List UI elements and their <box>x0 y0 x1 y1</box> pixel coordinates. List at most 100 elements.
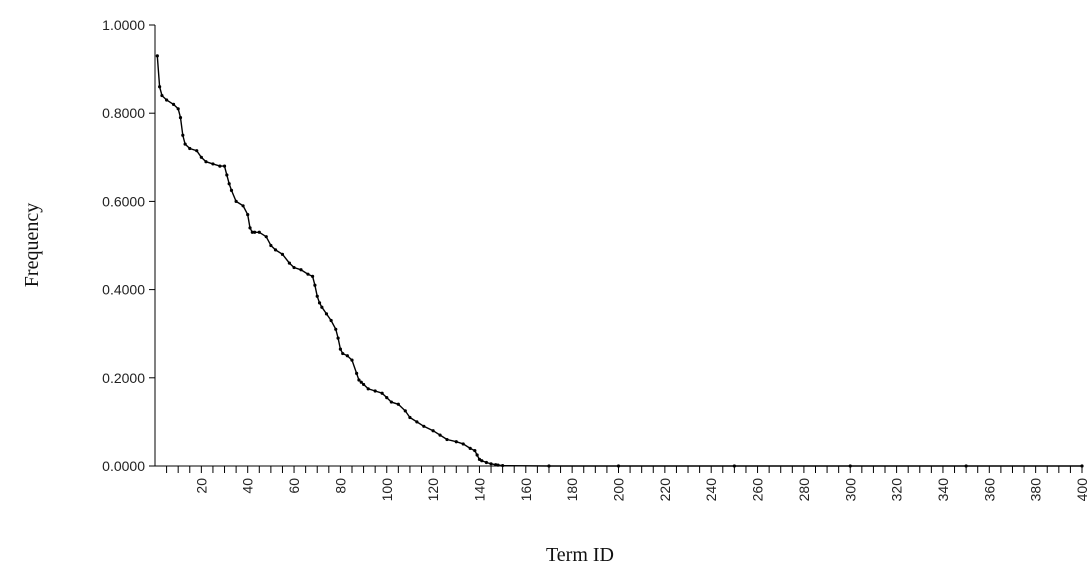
data-point <box>269 243 273 248</box>
data-point <box>403 409 407 413</box>
x-axis-ticks: 20 40 60 80 100 120 140 160 180 200 220 240 260 280 30… <box>166 466 1090 502</box>
data-point <box>616 464 621 468</box>
data-point <box>338 347 342 351</box>
data-point <box>176 107 180 111</box>
data-point <box>477 457 482 461</box>
data-point <box>195 149 199 153</box>
data-point <box>171 102 176 106</box>
data-point <box>461 442 465 446</box>
x-tick-label: 100 <box>379 478 395 502</box>
x-tick-label: 160 <box>518 478 534 502</box>
data-point <box>489 462 493 466</box>
x-tick-label: 260 <box>750 478 766 502</box>
data-point <box>315 294 319 298</box>
data-point <box>320 305 324 309</box>
x-tick-label: 60 <box>286 478 302 494</box>
data-point <box>396 402 400 406</box>
data-point <box>310 274 315 278</box>
data-point <box>257 230 261 234</box>
data-point <box>357 378 361 382</box>
data-point <box>264 235 268 239</box>
data-point <box>253 230 257 234</box>
data-point <box>385 396 389 400</box>
x-tick-label: 280 <box>796 478 812 502</box>
data-point <box>359 380 363 384</box>
data-point <box>732 464 736 468</box>
data-point <box>181 133 185 137</box>
x-tick-label: 340 <box>935 478 951 502</box>
data-point <box>227 182 231 186</box>
data-point <box>280 252 285 256</box>
data-point <box>355 371 359 375</box>
data-point <box>246 213 250 217</box>
x-tick-label: 180 <box>564 478 580 502</box>
y-tick-label: 0.2000 <box>102 370 145 386</box>
frequency-series-markers <box>155 54 1084 468</box>
data-point <box>241 204 245 208</box>
y-tick-label: 0.0000 <box>102 458 145 474</box>
data-point <box>496 463 500 467</box>
data-point <box>306 272 310 276</box>
data-point <box>299 268 303 272</box>
data-point <box>336 336 340 340</box>
data-point <box>373 389 377 393</box>
data-point <box>380 391 384 395</box>
x-tick-label: 220 <box>657 478 673 502</box>
data-point <box>484 460 489 465</box>
data-point <box>454 440 458 444</box>
data-point <box>183 142 187 146</box>
x-tick-label: 360 <box>981 478 997 502</box>
data-point <box>248 226 252 230</box>
data-point <box>408 415 412 420</box>
data-point <box>287 261 292 265</box>
data-point <box>341 351 345 356</box>
data-point <box>345 354 349 358</box>
data-point <box>204 160 208 164</box>
data-point <box>366 387 370 391</box>
x-tick-label: 300 <box>842 478 858 502</box>
x-tick-label: 80 <box>332 478 348 494</box>
x-tick-label: 20 <box>193 478 209 494</box>
data-point <box>222 164 227 168</box>
y-tick-label: 0.4000 <box>102 282 145 298</box>
y-tick-label: 1.0000 <box>102 17 145 33</box>
data-point <box>473 448 477 453</box>
data-point <box>848 464 852 468</box>
data-point <box>313 283 317 287</box>
data-point <box>964 464 968 468</box>
data-point <box>415 420 419 424</box>
x-tick-label: 240 <box>703 478 719 502</box>
x-tick-label: 40 <box>240 478 256 494</box>
data-point <box>361 382 366 387</box>
x-axis-title: Term ID <box>546 544 614 566</box>
data-point <box>438 433 442 437</box>
data-point <box>1080 464 1084 468</box>
data-point <box>164 98 169 102</box>
x-tick-label: 140 <box>471 478 487 502</box>
data-point <box>225 173 229 177</box>
y-axis-ticks: 0.0000 0.2000 0.4000 0.6000 0.8000 1.0000 <box>102 17 155 474</box>
data-point <box>234 199 238 203</box>
frequency-series-line <box>156 55 1082 467</box>
data-point <box>292 265 296 270</box>
data-point <box>468 446 472 450</box>
x-tick-label: 200 <box>611 478 627 502</box>
x-tick-label: 400 <box>1074 478 1090 502</box>
data-point <box>431 429 435 433</box>
data-point <box>211 162 215 166</box>
data-point <box>501 463 505 468</box>
data-point <box>229 188 234 192</box>
data-point <box>250 230 254 234</box>
data-point <box>317 301 322 305</box>
data-point <box>445 437 449 442</box>
data-point <box>273 248 278 252</box>
data-point <box>158 85 162 89</box>
data-point <box>218 164 222 168</box>
data-point <box>547 464 551 468</box>
y-tick-label: 0.6000 <box>102 193 145 209</box>
data-point <box>334 327 338 331</box>
data-point <box>160 93 164 98</box>
data-point <box>155 54 159 58</box>
data-point <box>324 312 329 316</box>
